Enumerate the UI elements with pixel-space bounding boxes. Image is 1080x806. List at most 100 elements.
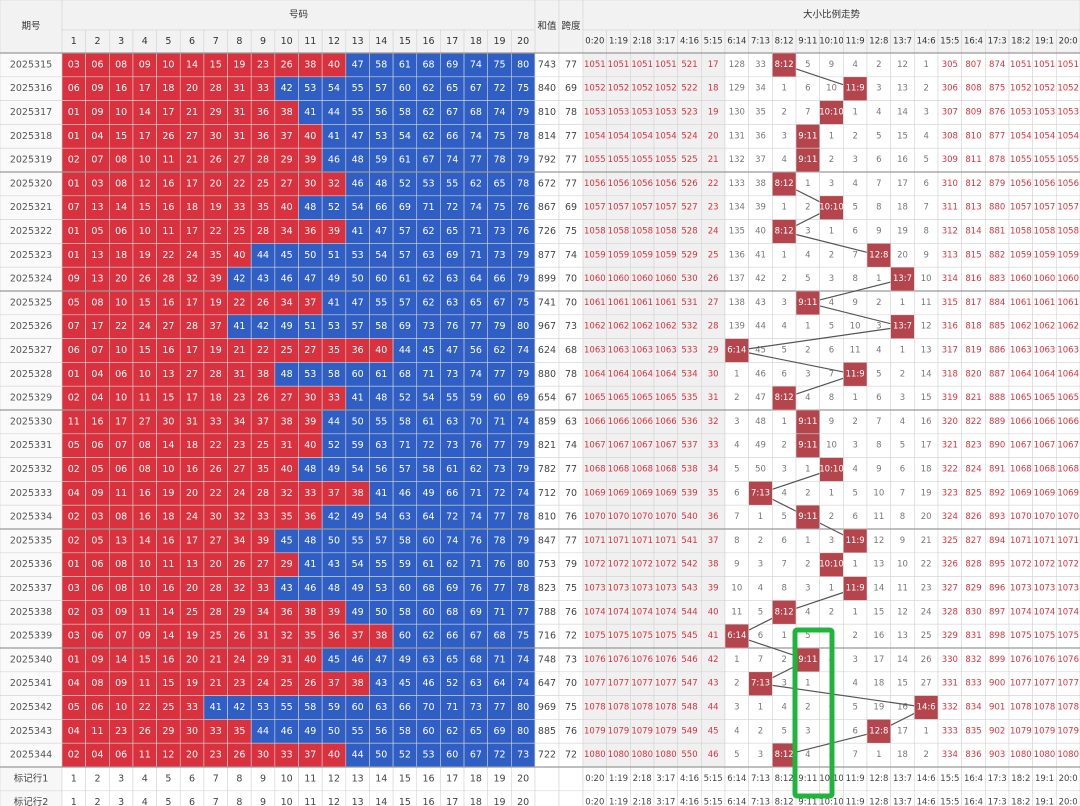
number: 71 [493, 654, 505, 665]
numbers-header: 号码 [289, 10, 308, 21]
trend-miss: 1062 [655, 322, 677, 332]
number: 76 [517, 202, 529, 213]
trend-miss: 1057 [1057, 203, 1079, 213]
number: 46 [328, 155, 340, 166]
number: 25 [162, 702, 174, 713]
number: 31 [233, 131, 245, 142]
trend-column: 7:13 [751, 37, 770, 47]
trend-miss: 10 [897, 560, 908, 570]
trend-miss: 4 [734, 726, 739, 736]
trend-miss: 1 [805, 679, 810, 689]
number: 24 [139, 321, 151, 332]
number: 34 [233, 416, 245, 427]
number: 74 [470, 369, 482, 380]
number: 54 [375, 512, 387, 523]
number: 41 [328, 297, 340, 308]
number: 63 [375, 702, 387, 713]
trend-miss: 40 [708, 607, 719, 617]
number: 26 [139, 726, 151, 737]
footer-trend: 11:9 [846, 798, 865, 806]
trend-miss: 810 [965, 131, 981, 141]
number: 13 [115, 535, 127, 546]
number: 60 [423, 535, 435, 546]
number: 18 [162, 83, 174, 94]
number: 54 [352, 464, 364, 475]
trend-miss: 902 [989, 726, 1005, 736]
number: 58 [328, 369, 340, 380]
trend-miss: 1072 [655, 560, 677, 570]
footer-number: 13 [352, 797, 364, 806]
trend-miss: 130 [729, 108, 745, 118]
number: 66 [375, 202, 387, 213]
trend-miss: 6 [734, 488, 739, 498]
number: 19 [210, 297, 222, 308]
trend-miss: 1076 [608, 655, 630, 665]
trend-miss: 1077 [584, 679, 606, 689]
number: 38 [375, 631, 387, 642]
trend-column: 11:9 [846, 37, 865, 47]
trend-hit: 10:10 [819, 108, 844, 118]
number: 10 [115, 107, 127, 118]
trend-miss: 1067 [631, 441, 653, 451]
trend-miss: 819 [965, 346, 981, 356]
footer-number: 3 [118, 797, 124, 806]
number: 50 [304, 250, 316, 261]
trend-miss: 3 [734, 417, 739, 427]
number: 28 [257, 155, 269, 166]
sum: 624 [538, 345, 556, 356]
trend-miss: 825 [965, 488, 981, 498]
span: 73 [565, 654, 577, 665]
trend-miss: 1 [781, 631, 786, 641]
trend-miss: 8 [876, 203, 881, 213]
trend-miss: 1061 [1010, 298, 1032, 308]
number: 47 [352, 297, 364, 308]
trend-hit: 8:12 [775, 179, 794, 189]
trend-miss: 1059 [655, 250, 677, 260]
trend-miss: 1052 [1034, 84, 1056, 94]
trend-miss: 1 [829, 488, 834, 498]
trend-miss: 891 [989, 465, 1005, 475]
number: 26 [210, 464, 222, 475]
sum: 885 [538, 726, 556, 737]
number: 16 [162, 178, 174, 189]
number: 44 [328, 107, 340, 118]
trend-miss: 885 [989, 322, 1005, 332]
number: 77 [470, 321, 482, 332]
footer-trend: 1:19 [609, 774, 628, 784]
span: 77 [565, 464, 577, 475]
footer-span-bg [558, 790, 584, 806]
number: 62 [493, 345, 505, 356]
number: 44 [257, 250, 269, 261]
footer-trend: 13:7 [893, 798, 912, 806]
number: 78 [493, 535, 505, 546]
trend-miss: 4 [900, 417, 905, 427]
trend-miss: 1060 [631, 274, 653, 284]
number: 08 [115, 59, 127, 70]
trend-miss: 1070 [631, 512, 653, 522]
trend-miss: 43 [755, 298, 766, 308]
trend-miss: 1075 [1057, 631, 1079, 641]
trend-miss: 1064 [1034, 369, 1056, 379]
trend-miss: 5 [758, 607, 763, 617]
sum: 792 [538, 155, 556, 166]
number: 20 [210, 559, 222, 570]
number: 71 [470, 250, 482, 261]
trend-miss: 1062 [1034, 322, 1056, 332]
trend-miss: 14 [897, 108, 908, 118]
number: 20 [186, 83, 198, 94]
number: 48 [352, 155, 364, 166]
trend-miss: 836 [965, 750, 981, 760]
trend-miss: 1068 [1057, 465, 1079, 475]
number: 67 [423, 155, 435, 166]
number: 25 [186, 607, 198, 618]
trend-miss: 1067 [584, 441, 606, 451]
span: 70 [565, 488, 577, 499]
trend-miss: 1 [876, 274, 881, 284]
trend-miss: 5 [734, 750, 739, 760]
trend-column: 19:1 [1035, 37, 1054, 47]
footer-number: 1 [71, 797, 77, 806]
number: 06 [115, 369, 127, 380]
number: 61 [375, 369, 387, 380]
number: 58 [423, 464, 435, 475]
footer-trend: 0:20 [585, 774, 604, 784]
